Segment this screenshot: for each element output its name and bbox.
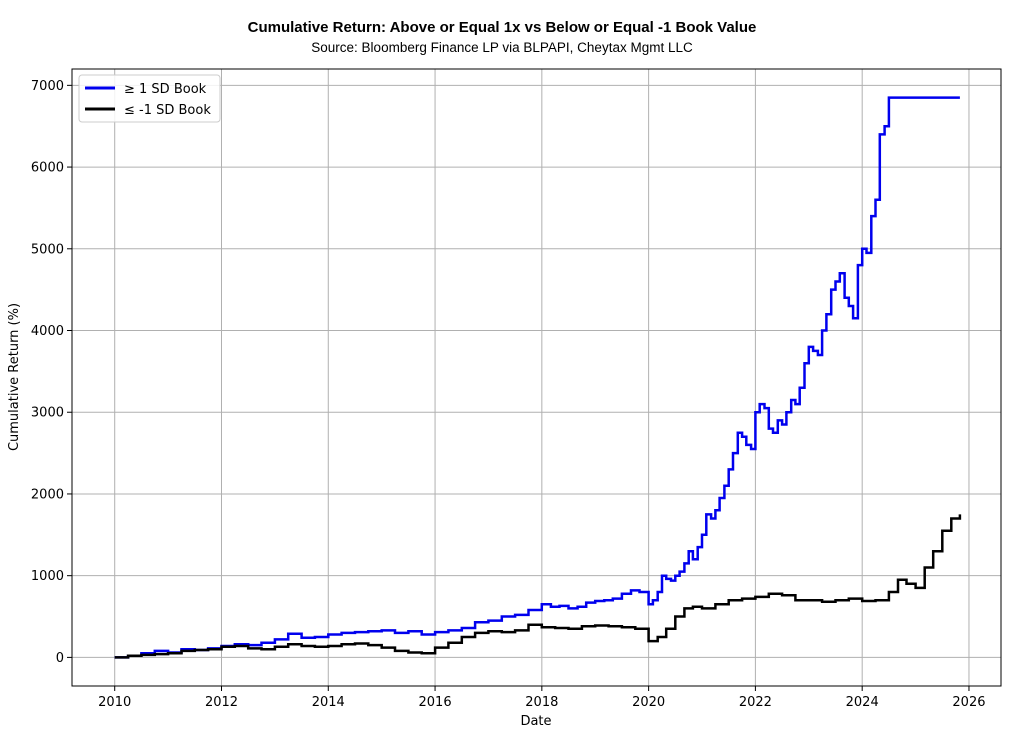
y-tick-label: 4000: [31, 324, 64, 339]
series-layer: [114, 96, 962, 659]
x-tick-label: 2026: [952, 695, 985, 710]
x-tick-label: 2012: [205, 695, 238, 710]
y-axis: 0 1000 2000 3000 4000 5000 6000 7000: [31, 79, 72, 666]
legend: ≥ 1 SD Book ≤ -1 SD Book: [78, 74, 221, 123]
y-tick-label: 2000: [31, 487, 64, 502]
chart-title: Cumulative Return: Above or Equal 1x vs …: [248, 19, 757, 36]
grid: [72, 69, 1001, 686]
x-tick-label: 2018: [525, 695, 558, 710]
legend-label-above: ≥ 1 SD Book: [124, 82, 207, 97]
y-tick-label: 5000: [31, 242, 64, 257]
x-tick-label: 2016: [419, 695, 452, 710]
x-tick-label: 2024: [846, 695, 879, 710]
x-tick-label: 2014: [312, 695, 345, 710]
x-axis-label: Date: [520, 714, 551, 729]
plot-frame: [71, 68, 1002, 687]
y-tick-label: 6000: [31, 161, 64, 176]
y-axis-label: Cumulative Return (%): [7, 303, 22, 451]
legend-label-below: ≤ -1 SD Book: [124, 103, 211, 118]
y-tick-label: 3000: [31, 406, 64, 421]
series-line-above-1sd: [114, 96, 960, 659]
series-line-below-neg1sd: [114, 514, 962, 659]
chart-subtitle: Source: Bloomberg Finance LP via BLPAPI,…: [311, 40, 693, 55]
y-tick-label: 1000: [31, 569, 64, 584]
x-axis: 2010 2012 2014 2016 2018 2020 2022 2024 2026: [98, 686, 986, 710]
x-tick-label: 2010: [98, 695, 131, 710]
y-tick-label: 7000: [31, 79, 64, 94]
y-tick-label: 0: [56, 651, 64, 666]
x-tick-label: 2022: [739, 695, 772, 710]
x-tick-label: 2020: [632, 695, 665, 710]
